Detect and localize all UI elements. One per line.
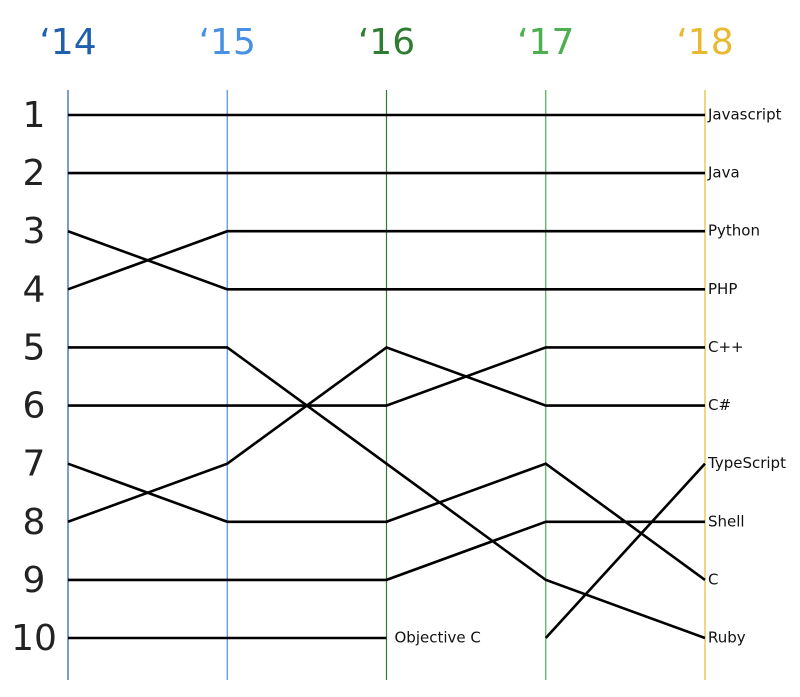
rank-label: 3	[23, 211, 46, 252]
series-label: Ruby	[708, 629, 746, 647]
year-label: ‘15	[199, 22, 256, 63]
year-label: ‘14	[39, 22, 96, 63]
series-line	[544, 462, 706, 639]
series-line	[68, 520, 705, 582]
series-line	[67, 345, 705, 523]
series-label: Shell	[708, 512, 745, 530]
rank-label: 6	[23, 386, 46, 427]
year-label: ‘17	[517, 22, 574, 63]
rank-label: 5	[23, 327, 46, 368]
rank-label: 4	[23, 269, 46, 310]
series-label: PHP	[708, 280, 737, 298]
series-line	[68, 346, 705, 407]
series-label: Java	[707, 164, 740, 182]
series-line	[67, 230, 705, 291]
rank-label: 10	[11, 618, 57, 659]
series-label: C	[708, 570, 718, 588]
rank-label: 9	[23, 560, 46, 601]
rank-label: 1	[23, 95, 46, 136]
series-line	[68, 346, 706, 640]
series-label: Javascript	[707, 106, 782, 124]
year-label: ‘18	[676, 22, 733, 63]
series-label: Python	[708, 222, 760, 240]
series-line	[67, 229, 705, 291]
series-label: C#	[708, 396, 731, 414]
rank-label: 7	[23, 444, 46, 485]
series-label: Objective C	[395, 629, 481, 647]
rank-label: 8	[23, 502, 46, 543]
series-line	[67, 462, 706, 581]
year-label: ‘16	[358, 22, 415, 63]
rank-label: 2	[23, 153, 46, 194]
series-label: C++	[708, 338, 744, 356]
series-label: TypeScript	[707, 454, 786, 472]
